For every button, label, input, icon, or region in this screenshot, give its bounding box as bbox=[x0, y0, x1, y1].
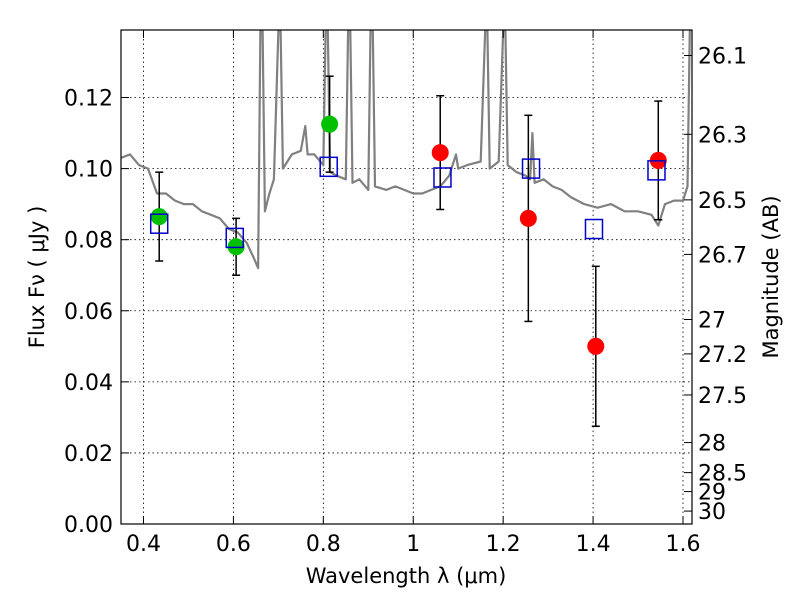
model-point-square bbox=[584, 218, 604, 240]
plot-frame bbox=[120, 29, 693, 525]
x-axis-label: Wavelength λ (μm) bbox=[306, 564, 507, 588]
magnitude-tick-label: 27.2 bbox=[698, 343, 747, 368]
y-tick-label: 0.12 bbox=[64, 87, 113, 112]
data-point-circle bbox=[321, 115, 339, 133]
y-tick-label: 0.10 bbox=[64, 158, 113, 183]
model-point-square bbox=[647, 160, 666, 181]
x-tick-label: 1 bbox=[406, 532, 420, 557]
data-point-circle bbox=[150, 208, 168, 226]
magnitude-tick-label: 28 bbox=[698, 432, 726, 457]
y-tick-label: 0.06 bbox=[64, 300, 113, 325]
magnitude-tick-label: 27 bbox=[698, 308, 726, 333]
y-tick-label: 0.08 bbox=[64, 229, 113, 254]
x-tick-label: 1.2 bbox=[486, 532, 521, 557]
x-tick-label: 0.4 bbox=[126, 532, 161, 557]
y-tick-label: 0.00 bbox=[64, 513, 113, 538]
model-point-square bbox=[521, 158, 541, 179]
model-point-square bbox=[225, 227, 245, 249]
data-point-circle bbox=[587, 337, 605, 355]
y-tick-label: 0.02 bbox=[64, 442, 113, 467]
magnitude-tick-label: 26.3 bbox=[698, 123, 747, 148]
x-tick-label: 1.4 bbox=[576, 532, 611, 557]
y-axis-label: Flux Fν ( μJy ) bbox=[25, 206, 49, 349]
model-point-square bbox=[433, 167, 452, 188]
magnitude-tick-label: 28.5 bbox=[698, 462, 747, 487]
model-point-square bbox=[319, 156, 338, 178]
data-point-circle bbox=[519, 209, 537, 227]
magnitude-axis-label: Magnitude (AB) bbox=[759, 195, 783, 358]
magnitude-tick-label: 26.1 bbox=[698, 44, 747, 69]
axis-ticks: 0.4 0.6 0.8 1 1.2 1.4 1.6 0.00 0.02 0.04 0.06 0.08 0… bbox=[64, 30, 747, 557]
data-point-circle bbox=[431, 144, 449, 162]
magnitude-tick-label: 29 bbox=[698, 481, 726, 506]
x-tick-label: 0.8 bbox=[306, 532, 341, 557]
y-tick-label: 0.04 bbox=[64, 371, 113, 396]
magnitude-tick-label: 27.5 bbox=[698, 384, 747, 409]
x-tick-label: 1.6 bbox=[666, 532, 701, 557]
magnitude-tick-label: 30 bbox=[698, 500, 726, 525]
x-tick-label: 0.6 bbox=[216, 532, 251, 557]
magnitude-tick-label: 26.5 bbox=[698, 189, 747, 214]
model-spectrum-line bbox=[121, 30, 692, 270]
model-point-square bbox=[149, 213, 169, 234]
magnitude-tick-label: 26.7 bbox=[698, 243, 747, 268]
plot-area bbox=[121, 30, 692, 428]
